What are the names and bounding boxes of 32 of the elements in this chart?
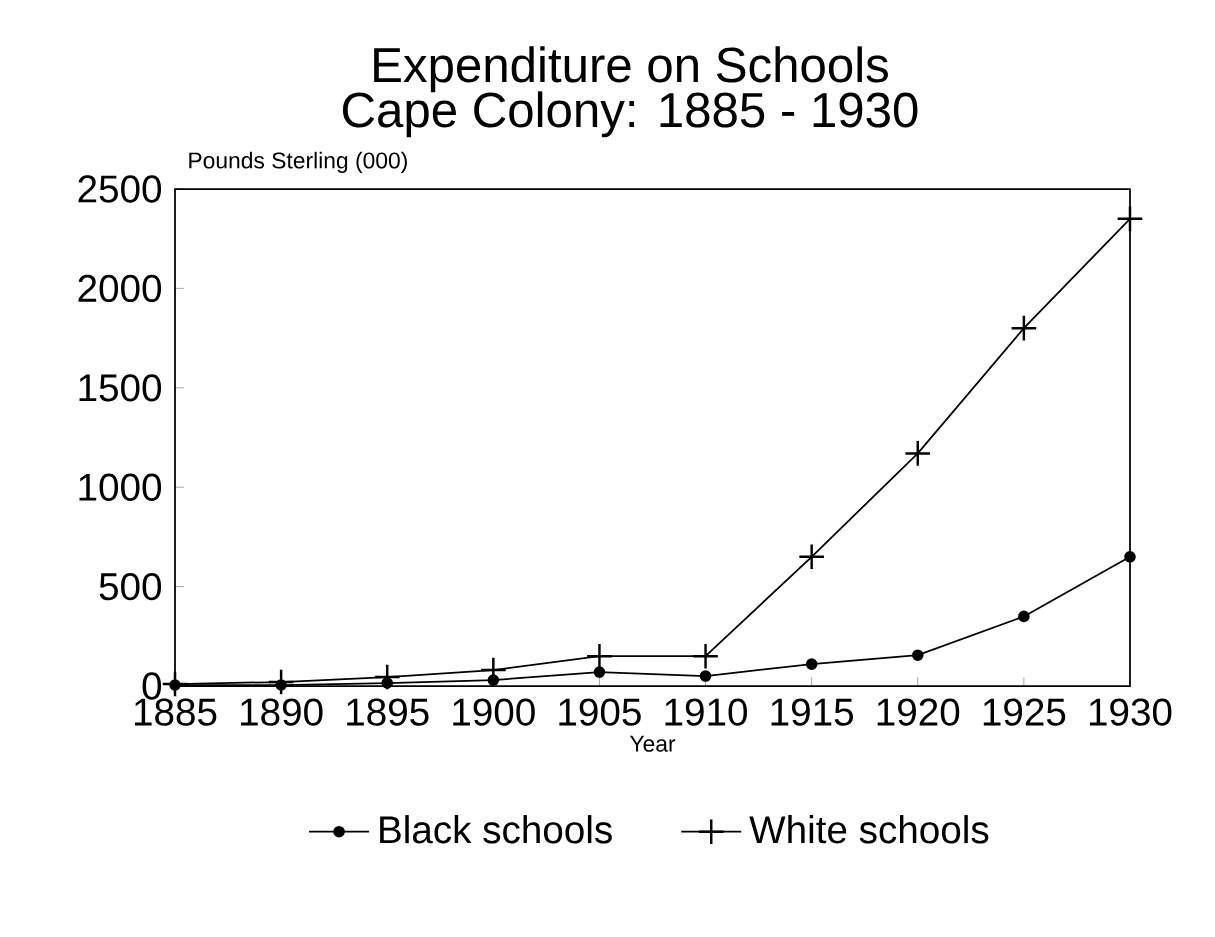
legend-label: White schools: [749, 815, 989, 844]
chart-title: Expenditure on Schools: [374, 46, 888, 93]
x-tick-label: 1890: [241, 698, 323, 726]
point: [593, 666, 606, 678]
x-tick-label: 1925: [983, 698, 1066, 726]
y-axis-title: Pounds Sterling (000): [189, 151, 407, 174]
x-tick-label: 1895: [347, 698, 429, 726]
point: [1124, 550, 1136, 563]
x-tick-label: 1885: [134, 698, 217, 726]
point: [805, 658, 818, 670]
point: [693, 643, 718, 669]
y-tick-label: 2500: [78, 175, 162, 203]
point: [911, 649, 924, 661]
x-axis-title: Year: [629, 735, 676, 752]
x-tick-label: 1905: [559, 698, 641, 726]
point: [905, 441, 931, 466]
legend-label: Black schools: [380, 815, 612, 844]
y-tick-label: 1500: [79, 374, 162, 402]
y-tick-label: 0: [142, 672, 162, 700]
point: [1018, 610, 1030, 623]
point: [587, 643, 612, 669]
chart-subtitle: Cape Colony: 1885 - 1930: [342, 91, 918, 138]
x-tick-label: 1915: [771, 698, 853, 726]
point: [699, 670, 712, 682]
y-tick-label: 1000: [79, 473, 162, 501]
x-tick-label: 1900: [453, 698, 535, 726]
y-tick-label: 500: [99, 572, 162, 601]
x-tick-label: 1920: [877, 698, 960, 726]
point: [799, 544, 824, 570]
x-tick-label: 1930: [1089, 698, 1172, 726]
y-tick-label: 2000: [78, 274, 162, 303]
x-tick-label: 1910: [665, 698, 747, 726]
